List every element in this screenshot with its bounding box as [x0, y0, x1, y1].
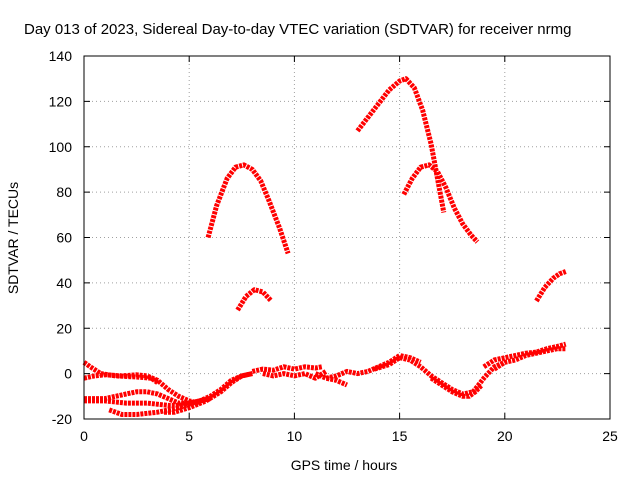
x-tick-label: 20 [497, 428, 513, 444]
y-axis: -20 0 20 40 60 80 100 120 140 [49, 48, 610, 427]
series-arc-6 [164, 371, 253, 415]
y-tick-label: 140 [49, 48, 73, 64]
series-arc-13 [355, 76, 447, 213]
series-arc-2 [83, 372, 201, 406]
series-arc-15 [373, 355, 506, 397]
x-tick-label: 10 [287, 428, 303, 444]
x-tick-label: 0 [80, 428, 88, 444]
y-tick-label: 20 [56, 320, 72, 336]
series-arc-9 [251, 364, 323, 374]
series-arc-17 [482, 341, 567, 369]
chart-title: Day 013 of 2023, Sidereal Day-to-day VTE… [24, 21, 571, 38]
series-arc-19 [534, 269, 567, 303]
y-tick-label: -20 [52, 411, 72, 427]
grid [84, 56, 610, 419]
y-tick-label: 40 [56, 275, 72, 291]
x-tick-label: 15 [392, 428, 408, 444]
x-axis: 0 5 10 15 20 25 [80, 56, 618, 444]
y-tick-label: 100 [49, 139, 73, 155]
x-tick-label: 5 [185, 428, 193, 444]
y-axis-label: SDTVAR / TECUs [5, 182, 21, 294]
x-axis-label: GPS time / hours [291, 457, 398, 473]
series-arc-7 [205, 162, 291, 255]
series-arc-8 [235, 287, 274, 312]
series-arc-16 [429, 376, 484, 399]
series-arc-14 [401, 162, 480, 244]
y-tick-label: 120 [49, 93, 73, 109]
y-tick-label: 0 [64, 366, 72, 382]
y-tick-label: 80 [56, 184, 72, 200]
series-arc-10 [262, 369, 328, 381]
y-tick-label: 60 [56, 230, 72, 246]
series-group [82, 76, 567, 417]
x-tick-label: 25 [602, 428, 618, 444]
series-arc-18 [492, 346, 566, 372]
